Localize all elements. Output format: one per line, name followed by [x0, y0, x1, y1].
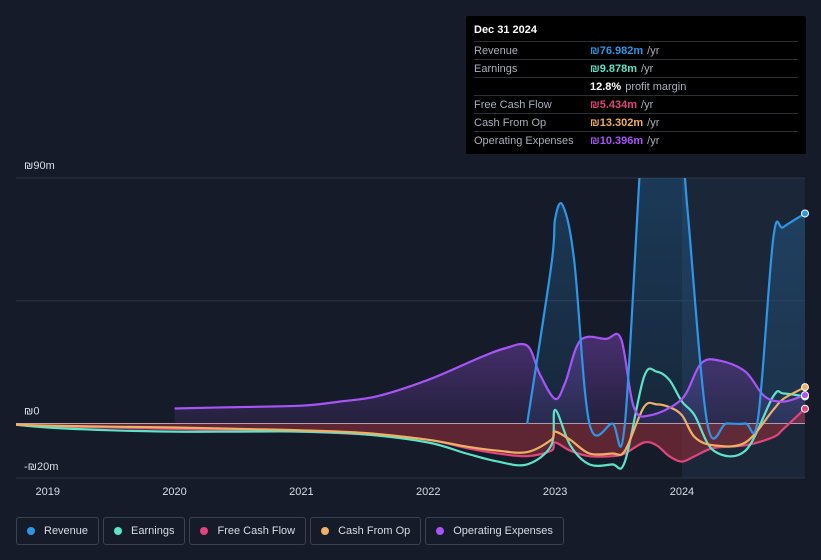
end-point-operating-expenses	[801, 391, 809, 400]
tooltip-unit: /yr	[647, 44, 660, 57]
area-free-cash-flow	[16, 408, 805, 462]
legend-label: Operating Expenses	[453, 525, 553, 537]
tooltip-label: Earnings	[474, 62, 518, 75]
tooltip-row: Revenue ₪76.982m/yr	[474, 42, 798, 60]
area-revenue	[527, 178, 805, 447]
line-cash-from-op	[16, 386, 805, 456]
tooltip-label: Free Cash Flow	[474, 98, 552, 111]
legend-item-revenue[interactable]: Revenue	[16, 517, 100, 545]
data-tooltip: Dec 31 2024 Revenue ₪76.982m/yr Earnings ₪9…	[466, 16, 806, 154]
y-tick-label: ₪0	[24, 405, 39, 417]
chart-legend: Revenue Earnings Free Cash Flow Cash From O…	[16, 517, 564, 545]
x-tick-label: 2022	[416, 486, 440, 498]
legend-dot-icon	[114, 527, 123, 535]
tooltip-unit: /yr	[641, 98, 654, 111]
y-tick-label: -₪20m	[24, 461, 58, 473]
legend-label: Revenue	[44, 525, 89, 537]
legend-item-free-cash-flow[interactable]: Free Cash Flow	[189, 517, 307, 545]
tooltip-row: 12.8% profit margin	[474, 78, 798, 96]
tooltip-unit: profit margin	[625, 80, 687, 93]
tooltip-value: 12.8%	[590, 80, 622, 93]
end-point-free-cash-flow	[801, 404, 809, 413]
legend-label: Free Cash Flow	[217, 525, 296, 537]
legend-item-cash-from-op[interactable]: Cash From Op	[310, 517, 422, 545]
x-tick-label: 2020	[162, 486, 186, 498]
tooltip-value: ₪10.396m	[590, 134, 644, 147]
legend-item-earnings[interactable]: Earnings	[103, 517, 186, 545]
legend-dot-icon	[27, 527, 35, 535]
tooltip-row: Operating Expenses ₪10.396m/yr	[474, 132, 798, 149]
y-tick-label: ₪90m	[24, 160, 55, 172]
tooltip-value: ₪76.982m	[590, 44, 644, 57]
tooltip-label: Operating Expenses	[474, 134, 574, 147]
legend-label: Cash From Op	[338, 525, 411, 537]
line-earnings	[16, 367, 805, 470]
x-tick-label: 2024	[670, 486, 694, 498]
tooltip-row: Earnings ₪9.878m/yr	[474, 60, 798, 78]
legend-item-operating-expenses[interactable]: Operating Expenses	[425, 517, 564, 545]
area-operating-expenses	[174, 333, 805, 424]
tooltip-unit: /yr	[647, 134, 660, 147]
end-point-revenue	[801, 209, 809, 218]
line-revenue	[526, 178, 805, 448]
legend-dot-icon	[436, 527, 445, 535]
tooltip-unit: /yr	[641, 62, 654, 75]
tooltip-value: ₪13.302m	[590, 116, 644, 129]
tooltip-value: ₪5.434m	[590, 98, 638, 111]
legend-dot-icon	[321, 527, 330, 535]
tooltip-row: Free Cash Flow ₪5.434m/yr	[474, 96, 798, 114]
end-point-cash-from-op	[801, 383, 809, 392]
tooltip-date: Dec 31 2024	[474, 24, 798, 42]
tooltip-value: ₪9.878m	[590, 62, 638, 75]
tooltip-label: Revenue	[474, 44, 519, 57]
x-tick-label: 2019	[35, 486, 59, 498]
x-tick-label: 2021	[289, 486, 313, 498]
tooltip-label: Cash From Op	[474, 116, 547, 129]
line-operating-expenses	[174, 332, 805, 418]
tooltip-unit: /yr	[647, 116, 660, 129]
tooltip-row: Cash From Op ₪13.302m/yr	[474, 114, 798, 132]
x-tick-label: 2023	[543, 486, 567, 498]
legend-label: Earnings	[131, 525, 175, 537]
legend-dot-icon	[200, 527, 209, 535]
